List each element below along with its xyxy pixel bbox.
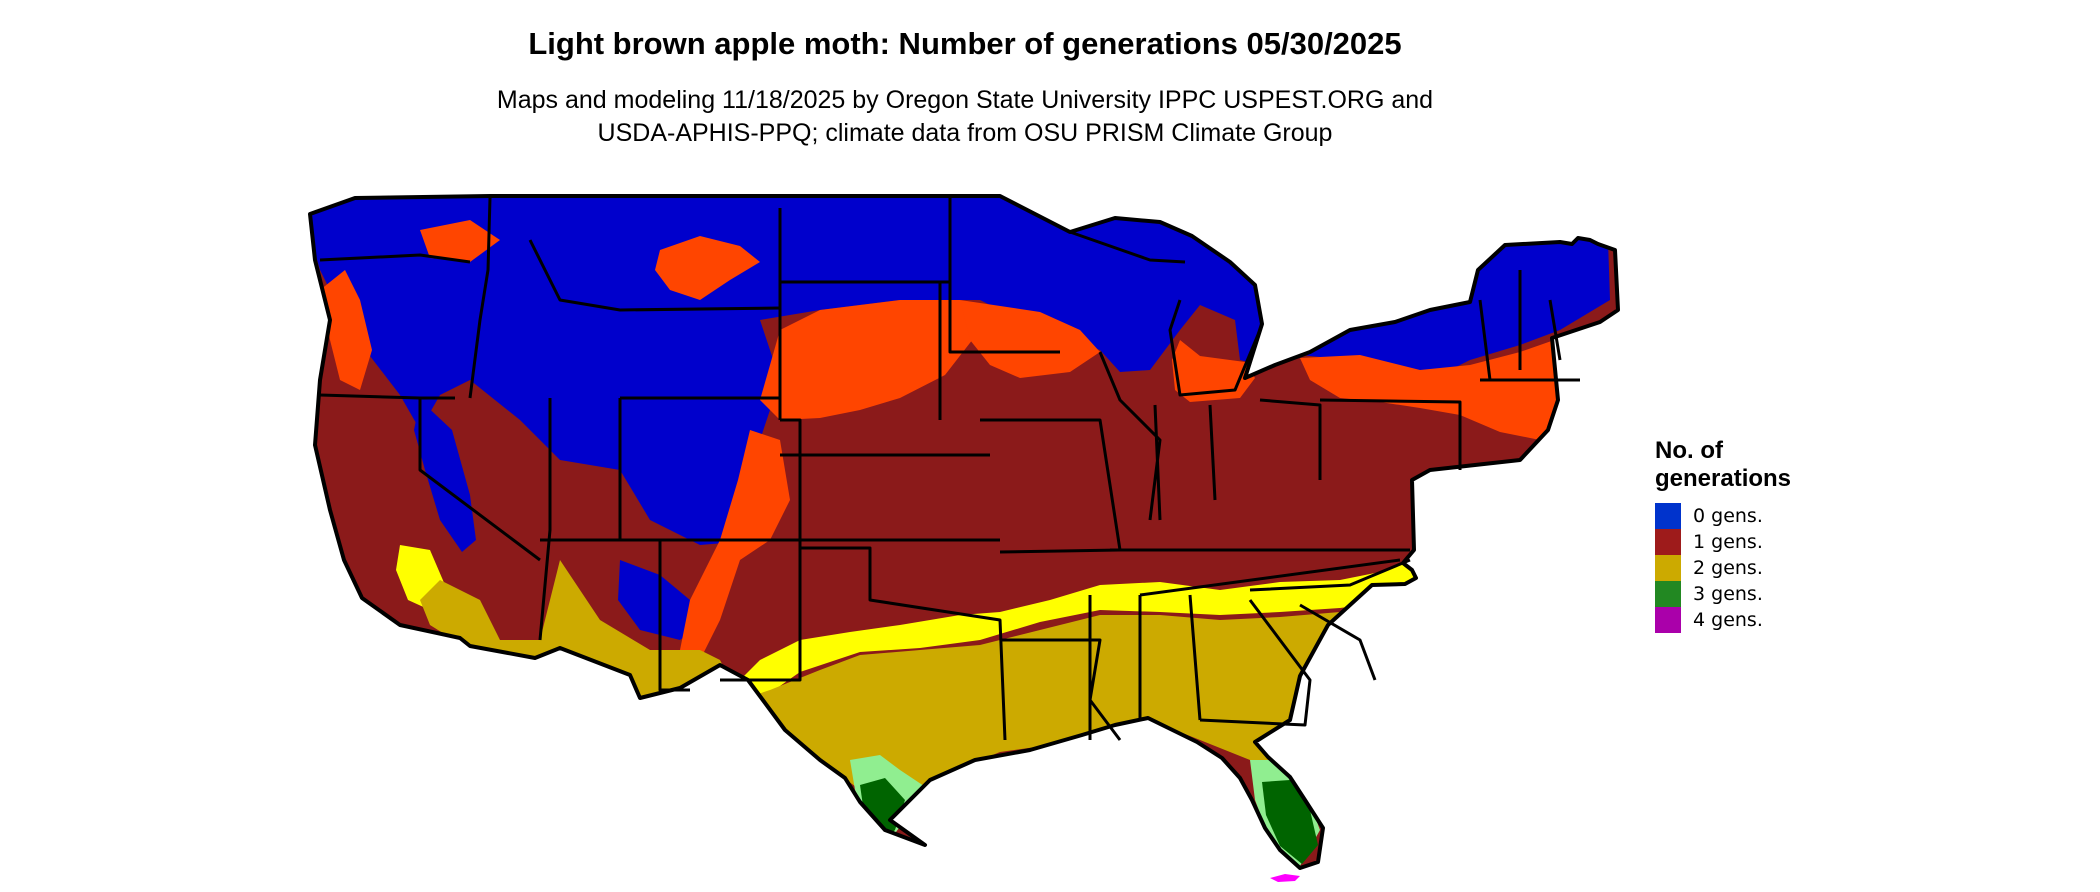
border-california-nevada (418, 398, 541, 562)
legend-items: 0 gens. 1 gens. 2 gens. 3 gens. 4 gens. (1655, 503, 1855, 633)
zone-gen4-keys (1270, 874, 1300, 882)
zone-gen3-florida-core (1262, 780, 1318, 864)
legend-swatch-2-gens (1655, 555, 1681, 581)
legend-title: No. of generations (1655, 437, 1855, 493)
map-title: Light brown apple moth: Number of genera… (528, 26, 1402, 61)
legend-swatch-4-gens (1655, 607, 1681, 633)
border-missouri (980, 418, 1122, 554)
zone-gen1-fringe-plains (760, 300, 980, 420)
zone-gen1-fringe-michigan (1172, 340, 1255, 402)
zone-gen1-fringe-idaho (420, 220, 500, 262)
zone-gen1-fringe-wisconsin (960, 300, 1100, 378)
zone-gen1-fringe-northeast (1300, 338, 1580, 440)
border-illinois-indiana (1098, 351, 1217, 521)
border-georgia-florida (1199, 599, 1312, 727)
legend-item-2-gens: 2 gens. (1655, 555, 1855, 581)
legend-label-1-gens: 1 gens. (1693, 531, 1763, 553)
border-tennessee-kentucky (1110, 548, 1410, 597)
border-ohio-pennsylvania (1259, 398, 1462, 480)
map-subtitle: Maps and modeling 11/18/2025 by Oregon S… (0, 84, 1930, 150)
legend-label-0-gens: 0 gens. (1693, 505, 1763, 527)
legend: No. of generations 0 gens. 1 gens. 2 gen… (1655, 437, 1855, 633)
legend-title-line-2: generations (1655, 465, 1792, 492)
border-mississippi-alabama (1088, 594, 1202, 740)
zone-gen0-north (310, 196, 1610, 545)
border-great-lakes (1069, 230, 1262, 397)
legend-swatch-0-gens (1655, 503, 1681, 529)
border-dakotas (778, 208, 950, 420)
border-idaho (468, 197, 492, 399)
zone-gen1-fringe-pacific (320, 270, 372, 390)
border-oklahoma-texas (800, 546, 1007, 741)
legend-item-0-gens: 0 gens. (1655, 503, 1855, 529)
legend-title-line-1: No. of (1655, 437, 1723, 464)
border-nevada-utah (538, 398, 552, 641)
state-borders (308, 194, 1620, 870)
border-arkansas-louisiana (1000, 638, 1122, 741)
subtitle-line-2: USDA-APHIS-PPQ; climate data from OSU PR… (597, 119, 1333, 147)
subtitle-line-1: Maps and modeling 11/18/2025 by Oregon S… (496, 86, 1434, 114)
zone-gen2-gulf (740, 605, 1416, 815)
legend-item-3-gens: 3 gens. (1655, 581, 1855, 607)
legend-label-2-gens: 2 gens. (1693, 557, 1763, 579)
legend-item-1-gens: 1 gens. (1655, 529, 1855, 555)
legend-swatch-3-gens (1655, 581, 1681, 607)
border-oregon-washington (319, 253, 471, 264)
border-nebraska-kansas (780, 453, 1000, 542)
border-minnesota-iowa (938, 196, 1060, 420)
zone-gen2-fringe-south (720, 560, 1416, 700)
border-new-england (1478, 270, 1580, 382)
border-virginia-carolinas (1249, 558, 1411, 681)
legend-label-3-gens: 3 gens. (1693, 583, 1763, 605)
legend-swatch-1-gens (1655, 529, 1681, 555)
border-montana-wyoming (528, 239, 781, 312)
zone-gen1-fringe-rockies-south (680, 430, 790, 660)
zone-gen1-fringe-montana (655, 236, 760, 300)
legend-item-4-gens: 4 gens. (1655, 607, 1855, 633)
zone-gen0-sierra (414, 400, 476, 552)
legend-label-4-gens: 4 gens. (1693, 609, 1763, 631)
